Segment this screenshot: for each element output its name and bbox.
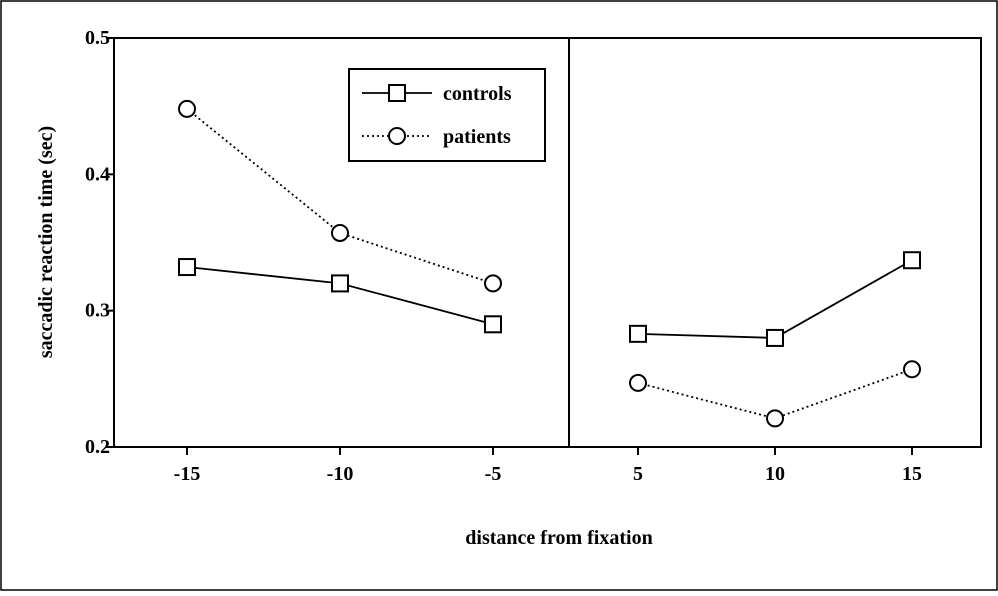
x-tick-label: -15 bbox=[174, 463, 201, 485]
legend-items: controls patients bbox=[362, 83, 512, 148]
legend-item-controls: controls bbox=[362, 83, 512, 105]
square-marker bbox=[629, 324, 647, 343]
circle-marker bbox=[178, 99, 196, 118]
y-tick-label: 0.3 bbox=[85, 300, 110, 322]
square-marker bbox=[178, 258, 196, 277]
legend-label: patients bbox=[443, 126, 511, 148]
legend: controls patients bbox=[348, 68, 546, 162]
square-marker bbox=[766, 328, 784, 347]
series-controls-left bbox=[178, 258, 502, 334]
y-tick-label: 0.5 bbox=[85, 27, 110, 49]
square-marker bbox=[388, 84, 406, 102]
series-patients-left bbox=[178, 99, 502, 293]
x-tick-label: 10 bbox=[765, 463, 785, 485]
x-tick-label: 5 bbox=[633, 463, 643, 485]
plot-frame bbox=[113, 37, 982, 448]
y-tick-label: 0.2 bbox=[85, 436, 110, 458]
square-marker bbox=[903, 251, 921, 270]
x-tick-label: -5 bbox=[485, 463, 502, 485]
square-marker bbox=[331, 274, 349, 293]
x-tick-label: 15 bbox=[902, 463, 922, 485]
legend-box bbox=[348, 68, 546, 162]
circle-marker bbox=[484, 274, 502, 293]
series-patients-right bbox=[629, 360, 921, 428]
circle-marker bbox=[903, 360, 921, 379]
series-layer bbox=[178, 99, 921, 428]
series-line-controls bbox=[637, 259, 913, 339]
y-axis: 0.2 0.3 0.4 0.5 bbox=[85, 27, 114, 458]
circle-marker bbox=[629, 373, 647, 392]
series-controls-right bbox=[629, 251, 921, 347]
y-axis-title: saccadic reaction time (sec) bbox=[35, 126, 57, 358]
legend-item-patients: patients bbox=[362, 126, 511, 148]
circle-marker bbox=[388, 127, 406, 145]
square-marker bbox=[484, 315, 502, 334]
x-axis: -15 -10 -5 5 10 15 bbox=[174, 447, 922, 485]
x-axis-title: distance from fixation bbox=[465, 527, 652, 549]
circle-marker bbox=[766, 409, 784, 428]
circle-marker bbox=[331, 223, 349, 242]
y-tick-label: 0.4 bbox=[85, 163, 110, 185]
legend-label: controls bbox=[443, 83, 512, 105]
x-tick-label: -10 bbox=[327, 463, 354, 485]
